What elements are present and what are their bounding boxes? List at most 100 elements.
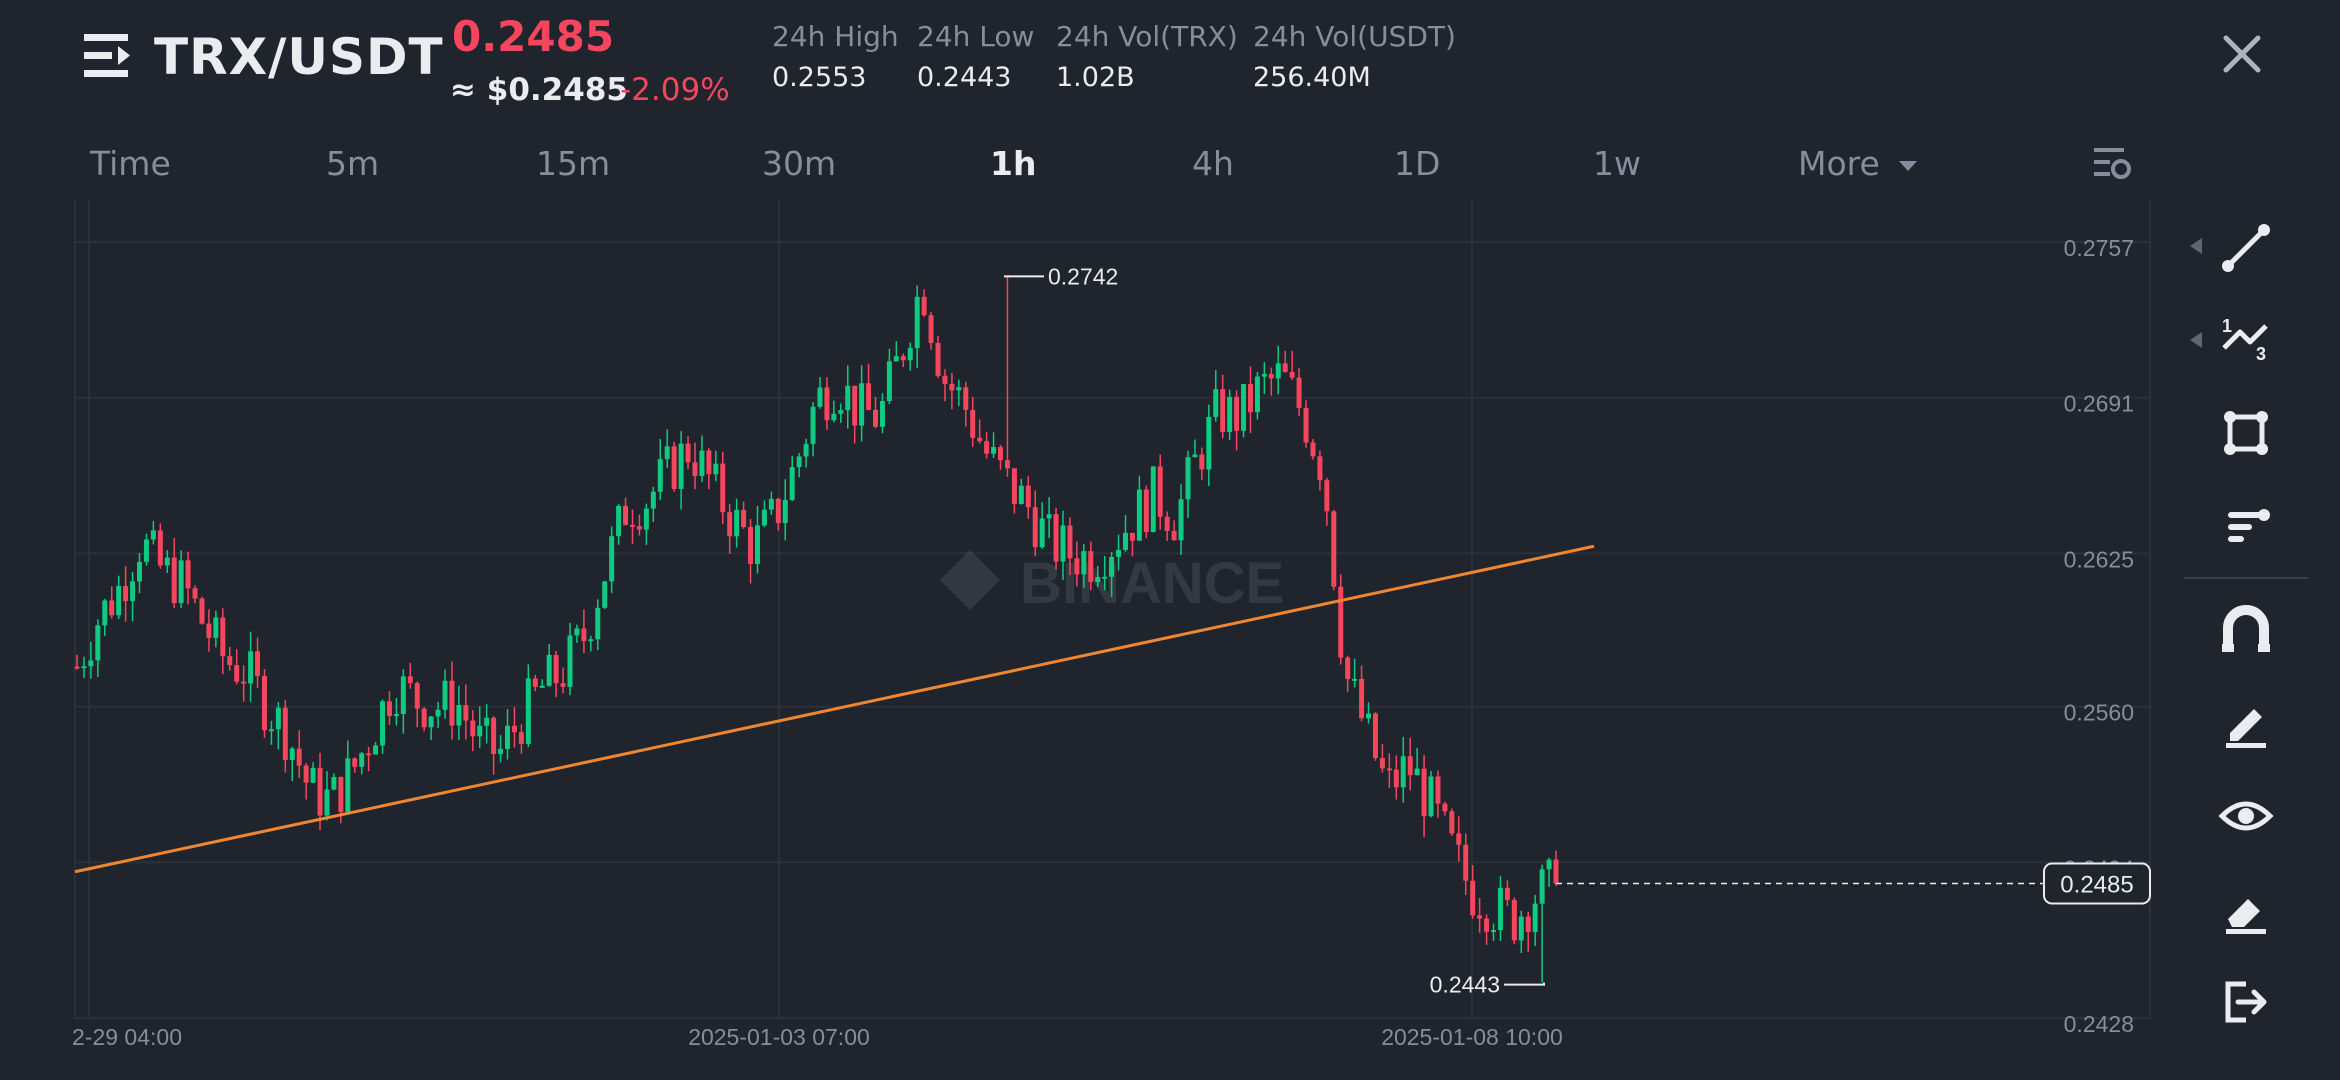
menu-icon[interactable] [84, 32, 136, 80]
candle-body [803, 443, 809, 457]
candle-body [220, 617, 226, 657]
candle-body [81, 666, 87, 669]
fibonacci-icon[interactable]: 1 3 [2216, 310, 2276, 370]
candle-body [518, 732, 524, 744]
candle-body [1157, 466, 1163, 517]
candle-body [345, 758, 351, 812]
stat-value-24h-low: 0.2443 [917, 62, 1012, 93]
candle-body [546, 654, 552, 686]
candle-body [136, 561, 142, 582]
candle-body [143, 539, 149, 562]
candle-body [261, 675, 267, 731]
rectangle-icon[interactable] [2216, 403, 2276, 463]
expand-left-icon[interactable] [2188, 236, 2204, 256]
last-price: 0.2485 [452, 12, 615, 61]
candle-body [1241, 384, 1247, 431]
magnet-icon[interactable] [2216, 600, 2276, 660]
candle-body [949, 383, 955, 391]
candle-body [178, 560, 184, 604]
candle-body [761, 509, 767, 526]
candle-body [1261, 373, 1267, 377]
candle-body [456, 705, 462, 726]
candle-body [442, 680, 448, 710]
candle-body [310, 767, 316, 783]
tab-5m[interactable]: 5m [326, 144, 380, 183]
candle-body [1518, 916, 1524, 941]
current-price-tag-text: 0.2485 [2060, 872, 2133, 899]
indicator-settings-icon[interactable] [2092, 144, 2132, 184]
candle-body [296, 748, 302, 766]
candle-body [977, 437, 983, 442]
candle-body [1539, 869, 1545, 904]
candle-body [1032, 507, 1038, 548]
candle-body [984, 441, 990, 454]
tab-15m[interactable]: 15m [536, 144, 611, 183]
tab-1w[interactable]: 1w [1593, 144, 1641, 183]
price-change-percent: -2.09% [620, 72, 730, 108]
candle-body [1185, 457, 1191, 500]
tab-1h[interactable]: 1h [990, 144, 1037, 183]
candle-body [338, 776, 344, 812]
candle-body [255, 651, 261, 676]
candle-body [935, 342, 941, 376]
candle-body [109, 600, 115, 616]
candle-body [1296, 377, 1302, 408]
candle-body [275, 707, 281, 730]
candle-body [609, 536, 615, 582]
close-icon[interactable] [2216, 28, 2268, 80]
tab-more-label: More [1798, 144, 1880, 183]
candle-body [553, 654, 559, 684]
candle-body [373, 745, 379, 755]
candle-body [248, 651, 254, 684]
candle-body [991, 447, 997, 454]
tab-1d[interactable]: 1D [1394, 144, 1441, 183]
tab-more[interactable]: More [1798, 144, 1918, 183]
candle-body [602, 581, 608, 608]
candle-body [1352, 678, 1358, 681]
candle-body [1143, 489, 1149, 532]
candle-body [1136, 489, 1142, 541]
candle-body [359, 753, 365, 767]
candle-body [657, 459, 663, 492]
candle-body [734, 509, 740, 537]
eraser-icon[interactable] [2216, 879, 2276, 939]
candle-body [352, 758, 358, 767]
text-annotation-icon[interactable] [2216, 496, 2276, 556]
candle-body [873, 409, 879, 427]
eye-icon[interactable] [2216, 786, 2276, 846]
candle-body [671, 446, 677, 489]
tab-time[interactable]: Time [90, 144, 171, 183]
candlestick-chart[interactable]: BINANCE 0.27570.26910.26250.25600.24940.… [0, 195, 2160, 1075]
candle-body [963, 387, 969, 410]
tab-30m[interactable]: 30m [762, 144, 837, 183]
candle-body [289, 748, 295, 761]
exit-icon[interactable] [2216, 972, 2276, 1032]
candle-body [1546, 859, 1552, 870]
tab-4h[interactable]: 4h [1192, 144, 1234, 183]
candle-body [1039, 518, 1045, 548]
trading-pair-title[interactable]: TRX/USDT [154, 28, 444, 86]
candle-body [636, 526, 642, 530]
candle-body [1192, 454, 1198, 458]
candle-body [1428, 776, 1434, 817]
candle-body [1477, 915, 1483, 919]
trendline[interactable] [74, 544, 1595, 874]
y-tick-label: 0.2691 [2064, 391, 2134, 417]
trend-line-icon[interactable] [2216, 218, 2276, 278]
candle-body [1442, 803, 1448, 812]
candle-body [886, 361, 892, 402]
candle-body [699, 450, 705, 477]
candle-body [130, 581, 136, 602]
candle-body [1470, 880, 1476, 916]
candle-body [1504, 887, 1510, 900]
candle-body [407, 676, 413, 684]
pencil-icon[interactable] [2216, 693, 2276, 753]
candle-body [567, 635, 573, 687]
candle-body [1046, 514, 1052, 519]
candle-body [1532, 903, 1538, 933]
candle-body [1282, 363, 1288, 372]
candle-body [928, 315, 934, 343]
candle-body [331, 776, 337, 790]
expand-left-icon[interactable] [2188, 330, 2204, 350]
candle-body [206, 623, 212, 638]
